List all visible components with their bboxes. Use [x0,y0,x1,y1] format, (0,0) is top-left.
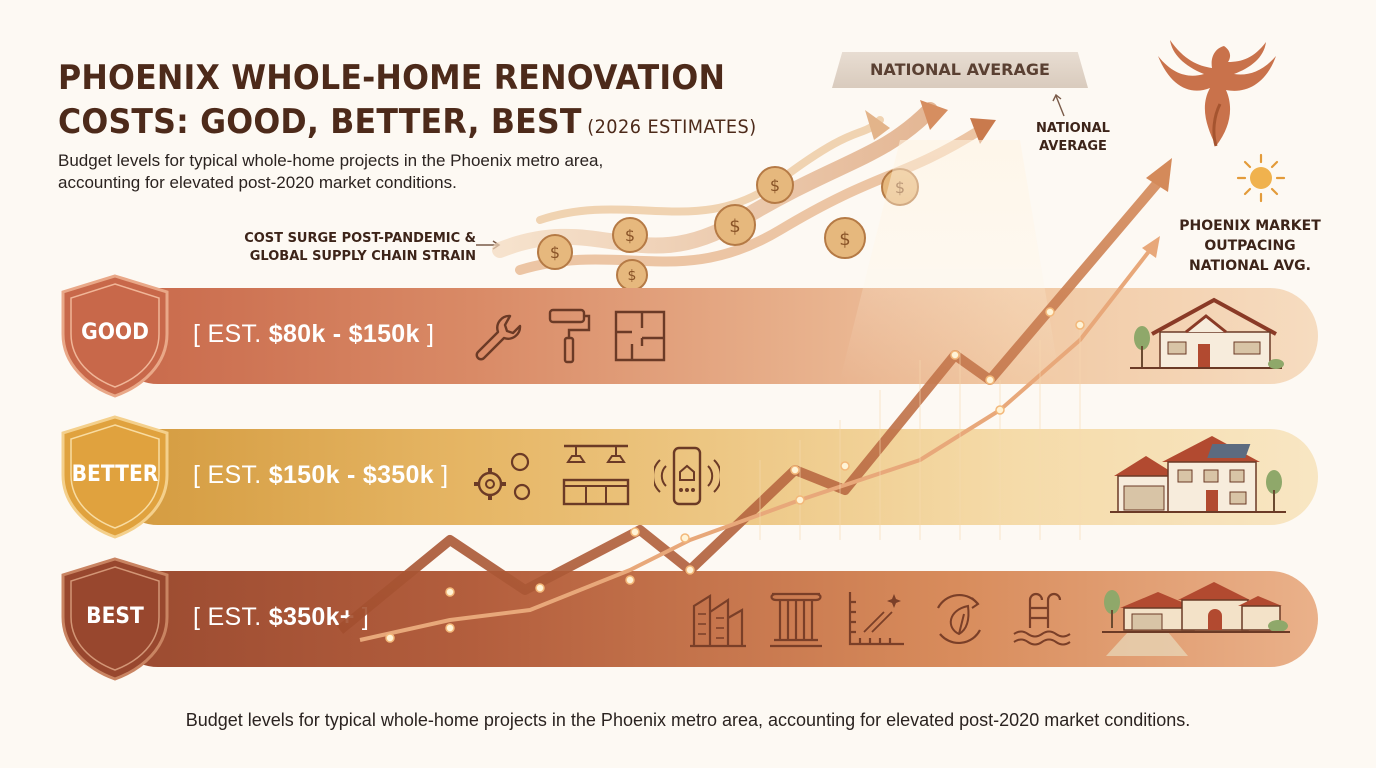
coin-icon: $ [756,166,794,204]
design-ruler-icon [848,592,904,646]
luxury-house-icon [1102,582,1290,656]
phoenix-market-label: PHOENIX MARKET OUTPACING NATIONAL AVG. [1179,218,1321,274]
tier-range-good: [ EST. $80k - $150k ] [193,320,435,348]
tier-label-best: BEST [86,604,144,629]
subtitle: Budget levels for typical whole-home pro… [58,150,698,194]
svg-text:$: $ [729,216,740,237]
gears-icon [474,452,531,501]
column-icon [770,592,822,648]
svg-text:$: $ [625,226,635,245]
sun-icon [1236,153,1286,203]
tier-band-better [110,429,1318,525]
shield-good-icon [61,274,169,398]
coin-icon: $ [824,217,866,259]
kitchen-icon [562,444,630,506]
footer-caption: Budget levels for typical whole-home pro… [185,710,1191,730]
tier-label-better: BETTER [71,462,159,487]
title-suffix: (2026 ESTIMATES) [587,116,757,138]
cost-surge-annotation: COST SURGE POST-PANDEMIC & GLOBAL SUPPLY… [244,231,476,264]
floor-plan-icon [614,310,666,362]
svg-text:$: $ [550,243,560,262]
phoenix-bird-icon [1158,40,1276,147]
svg-text:$: $ [628,268,637,284]
tier-band-good [110,288,1318,384]
title-line-2: COSTS: GOOD, BETTER, BEST [58,102,582,142]
national-average-label: NATIONAL AVERAGE [1036,121,1110,154]
eco-leaf-icon [937,594,981,644]
wrench-icon [475,314,522,361]
coin-icon: $ [714,204,756,246]
solar-house-icon [1110,436,1286,513]
subtitle-line-2: accounting for elevated post-2020 market… [58,173,457,192]
shield-best-icon [61,557,169,681]
small-house-icon [1130,297,1284,369]
arrow-up-icon [1052,93,1065,117]
smart-home-phone-icon [654,446,720,506]
national-average-banner: NATIONAL AVERAGE [832,52,1088,88]
cost-trend-arrow [336,140,1172,643]
subtitle-line-1: Budget levels for typical whole-home pro… [58,151,604,170]
svg-text:$: $ [770,176,780,195]
tier-label-good: GOOD [81,320,149,345]
paint-roller-icon [548,308,591,364]
coin-icon: $ [612,217,648,253]
svg-text:$: $ [839,229,850,250]
coin-icon: $ [537,234,573,270]
pool-ladder-icon [1013,592,1071,646]
architecture-icon [690,594,746,648]
shield-better-icon [61,415,169,539]
title-line-1: PHOENIX WHOLE-HOME RENOVATION [58,58,726,98]
page-title: PHOENIX WHOLE-HOME RENOVATION COSTS: GOO… [58,56,765,149]
tier-range-better: [ EST. $150k - $350k ] [193,461,449,489]
